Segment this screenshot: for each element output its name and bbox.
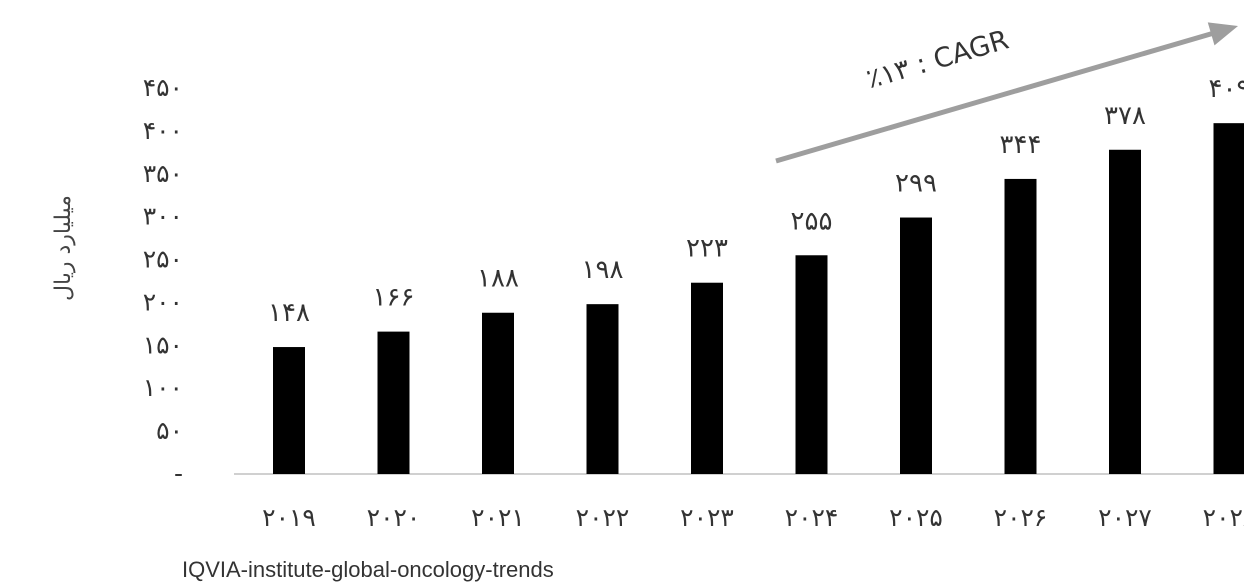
source-caption: IQVIA-institute-global-oncology-trends bbox=[182, 557, 554, 582]
data-label: ۲۹۹ bbox=[895, 169, 937, 199]
bar bbox=[1004, 178, 1037, 474]
y-tick-label: ۵۰ bbox=[156, 416, 183, 445]
bar bbox=[586, 304, 619, 474]
bar bbox=[900, 217, 932, 474]
x-tick-label: ۲۰۲۳ bbox=[680, 503, 734, 532]
cagr-arrow-line bbox=[775, 30, 1215, 164]
data-label: ۴۰۹ bbox=[1209, 74, 1244, 104]
y-tick-label: ۴۰۰ bbox=[143, 116, 183, 145]
x-tick-label: ۲۰۲۰ bbox=[367, 503, 421, 532]
bar bbox=[273, 347, 305, 474]
y-tick-label: ۳۰۰ bbox=[143, 202, 183, 231]
data-label: ۱۴۸ bbox=[268, 298, 310, 328]
data-label: ۱۶۶ bbox=[373, 283, 415, 313]
y-tick-label: ۴۵۰ bbox=[143, 73, 183, 102]
x-axis-ticks: ۲۰۱۹ ۲۰۲۰ ۲۰۲۱ ۲۰۲۲ ۲۰۲۳ ۲۰۲۴ ۲۰۲۵ ۲۰۲۶ ۲۰۲۷ ۲۰۲۸ bbox=[262, 503, 1244, 532]
y-tick-label: ۲۵۰ bbox=[143, 245, 183, 274]
bar bbox=[691, 282, 723, 474]
x-tick-label: ۲۰۲۷ bbox=[1098, 503, 1152, 532]
bars-group bbox=[273, 123, 1244, 475]
bar bbox=[1213, 123, 1244, 475]
x-tick-label: ۲۰۲۲ bbox=[576, 503, 630, 532]
x-tick-label: ۲۰۲۱ bbox=[471, 503, 525, 532]
bar bbox=[1109, 149, 1141, 474]
data-label: ۳۴۴ bbox=[1000, 130, 1042, 160]
x-tick-label: ۲۰۲۴ bbox=[785, 503, 839, 532]
y-axis-label: میلیارد ریال bbox=[51, 195, 76, 301]
data-label: ۳۷۸ bbox=[1104, 101, 1146, 131]
x-tick-label: ۲۰۲۸ bbox=[1203, 503, 1244, 532]
y-tick-label: ۱۰۰ bbox=[143, 373, 183, 402]
cagr-annotation: ٪۱۳ : CAGR bbox=[863, 24, 1012, 95]
data-label: ۱۸۸ bbox=[477, 264, 519, 294]
y-tick-label: - bbox=[174, 459, 183, 488]
data-label: ۲۲۳ bbox=[686, 234, 728, 264]
x-tick-label: ۲۰۲۵ bbox=[889, 503, 943, 532]
y-axis-ticks: - ۵۰ ۱۰۰ ۱۵۰ ۲۰۰ ۲۵۰ ۳۰۰ ۳۵۰ ۴۰۰ ۴۵۰ bbox=[143, 73, 183, 488]
y-tick-label: ۱۵۰ bbox=[143, 330, 183, 359]
data-label: ۱۹۸ bbox=[582, 255, 624, 285]
x-tick-label: ۲۰۱۹ bbox=[262, 503, 316, 532]
cagr-arrow-head bbox=[1207, 22, 1238, 46]
x-tick-label: ۲۰۲۶ bbox=[994, 503, 1048, 532]
bar bbox=[377, 331, 410, 474]
y-tick-label: ۳۵۰ bbox=[143, 159, 183, 188]
y-tick-label: ۲۰۰ bbox=[143, 287, 183, 316]
bar bbox=[482, 312, 514, 474]
bar bbox=[795, 255, 828, 474]
data-label: ۲۵۵ bbox=[791, 206, 833, 236]
data-labels-group: ۱۴۸ ۱۶۶ ۱۸۸ ۱۹۸ ۲۲۳ ۲۵۵ ۲۹۹ ۳۴۴ ۳۷۸ ۴۰۹ bbox=[268, 74, 1244, 328]
